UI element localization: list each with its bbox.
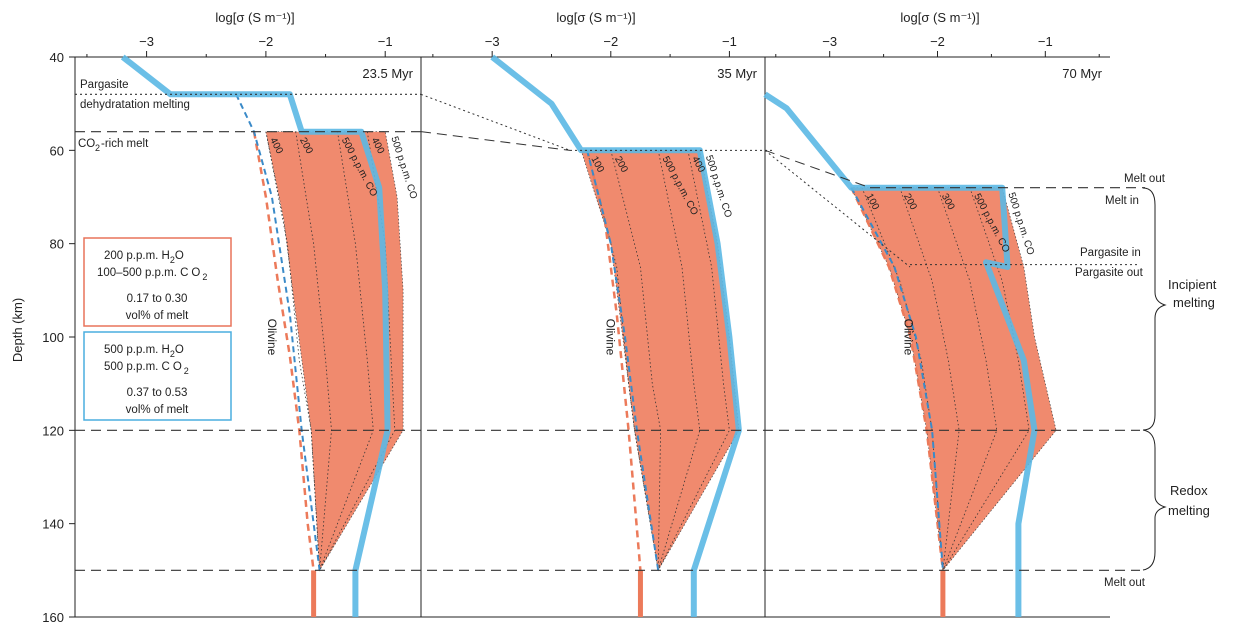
x-tick-label: −1 — [1038, 34, 1053, 49]
x-tick-label: −1 — [722, 34, 737, 49]
y-axis: 40 60 80 100 120 140 160 — [42, 50, 75, 623]
x-tick-label: −3 — [822, 34, 837, 49]
x-tick-label: −1 — [378, 34, 393, 49]
legend-blue-vol: vol% of melt — [126, 404, 189, 416]
legend-blue-fraction: 0.37 to 0.53 — [127, 387, 188, 399]
x-tick-label: −2 — [930, 34, 945, 49]
annotation-redox: Redox — [1170, 483, 1208, 498]
x-axis-label-panel-1: log[σ (S m⁻¹)] — [215, 10, 294, 25]
y-tick-label: 100 — [42, 330, 64, 345]
annotation-pargasite: Pargasite — [80, 79, 129, 91]
y-axis-label: Depth (km) — [10, 298, 25, 362]
panel-age-label: 23.5 Myr — [362, 66, 413, 81]
annotation-co2-rich-melt: -rich melt — [101, 138, 149, 150]
panel-age-label: 35 Myr — [717, 66, 757, 81]
y-tick-label: 40 — [50, 50, 64, 65]
brace-incipient-melting — [1143, 188, 1165, 430]
x-axis-label-panel-2: log[σ (S m⁻¹)] — [556, 10, 635, 25]
olivine-label: Olivine — [902, 319, 916, 356]
x-axis-label-panel-3: log[σ (S m⁻¹)] — [900, 10, 979, 25]
annotation-melt-in: Melt in — [1105, 195, 1139, 207]
x-tick-label: −3 — [139, 34, 154, 49]
x-tick-label: −2 — [603, 34, 618, 49]
panel-age-label: 70 Myr — [1062, 66, 1102, 81]
annotation-pargasite-out: Pargasite out — [1075, 267, 1144, 279]
olivine-label: Olivine — [604, 319, 618, 356]
y-tick-label: 140 — [42, 517, 64, 532]
y-tick-label: 120 — [42, 423, 64, 438]
annotation-incipient-melting: melting — [1173, 295, 1215, 310]
annotation-pargasite-in: Pargasite in — [1080, 247, 1141, 259]
legend-orange-fraction: 0.17 to 0.30 — [127, 293, 188, 305]
annotation-melt-out-bottom: Melt out — [1104, 577, 1146, 589]
x-tick-label: −3 — [485, 34, 500, 49]
annotation-co2-subscript: 2 — [95, 143, 100, 153]
connector-dashed-1 — [421, 132, 570, 151]
y-tick-label: 160 — [42, 610, 64, 623]
annotation-melt-out-top: Melt out — [1124, 173, 1166, 185]
annotation-incipient: Incipient — [1168, 277, 1217, 292]
y-tick-label: 80 — [50, 237, 64, 252]
brace-redox-melting — [1143, 430, 1165, 570]
annotation-co2-prefix: CO — [78, 138, 95, 150]
connector-dashed-2 — [765, 150, 870, 187]
annotation-redox-melting: melting — [1168, 503, 1210, 518]
x-tick-label: −2 — [258, 34, 273, 49]
olivine-label: Olivine — [265, 319, 279, 356]
legend-orange-vol: vol% of melt — [126, 310, 189, 322]
y-tick-label: 60 — [50, 143, 64, 158]
annotation-dehydration-melting: dehydratation melting — [80, 99, 190, 111]
